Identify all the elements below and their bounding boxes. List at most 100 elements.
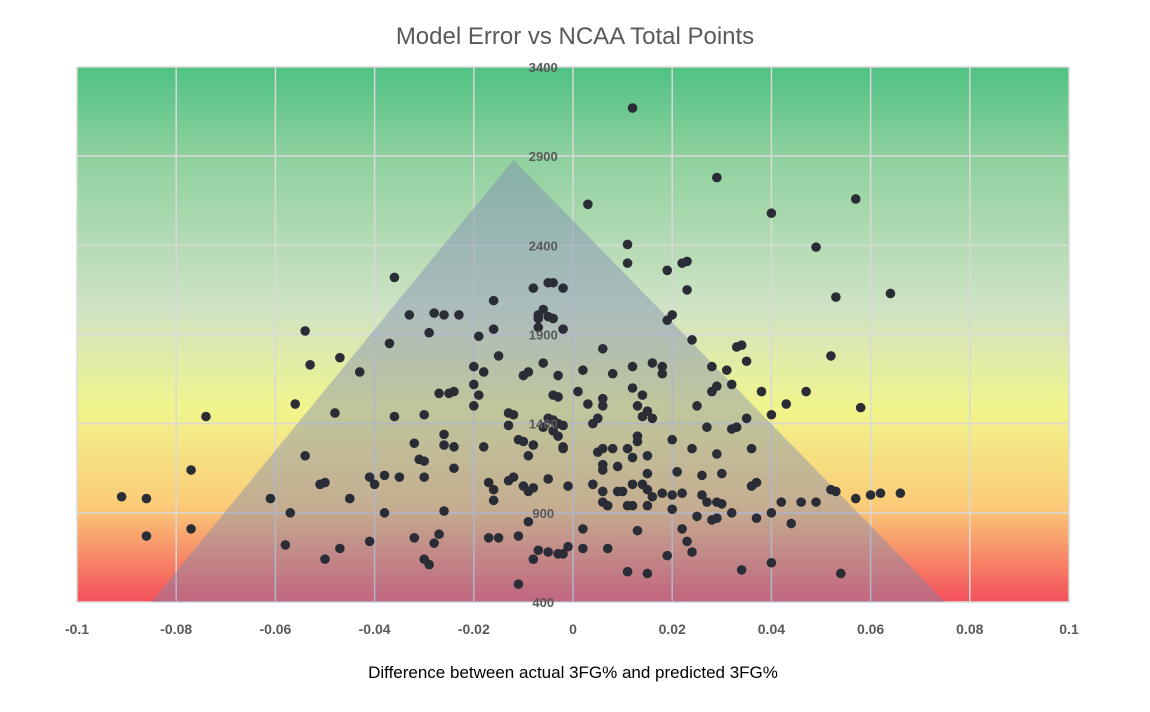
data-point-36 [533,322,544,333]
x-tick-label-0: -0.1 [65,621,89,637]
data-point-136 [488,484,499,495]
data-point-187 [597,486,608,497]
data-point-25 [538,304,549,315]
data-point-114 [409,438,420,449]
data-point-26 [533,313,544,324]
data-point-213 [667,434,677,445]
data-point-109 [379,470,390,481]
data-point-3 [583,199,593,210]
plot-area [76,66,1070,603]
data-point-77 [831,486,841,497]
data-point-192 [627,479,638,490]
data-point-226 [667,504,677,515]
data-point-51 [627,361,638,372]
data-point-15 [558,283,568,293]
data-point-133 [469,401,479,411]
data-point-152 [543,474,553,484]
data-point-135 [483,477,494,488]
x-tick-label-8: 0.06 [857,621,884,637]
data-point-13 [548,277,558,288]
x-tick-label-1: -0.08 [160,621,192,637]
data-point-134 [478,442,489,452]
data-point-90 [201,411,211,422]
data-point-21 [429,308,439,318]
data-points [116,103,906,589]
data-point-47 [469,379,479,390]
y-tick-labels: 400 900 1400 1900 2400 2900 3400 [529,60,558,610]
x-tick-label-6: 0.02 [659,621,686,637]
data-point-107 [364,472,375,482]
data-point-56 [707,361,717,372]
data-point-137 [488,495,499,506]
data-point-48 [597,343,608,354]
data-point-116 [419,456,430,466]
data-point-161 [558,442,568,452]
data-point-145 [528,440,539,450]
data-point-240 [632,525,643,536]
data-point-172 [578,543,588,554]
data-point-102 [320,554,330,564]
x-axis-label: Difference between actual 3FG% and predi… [368,663,778,682]
data-point-4 [766,208,777,219]
data-point-234 [677,524,687,534]
data-point-236 [687,547,697,557]
data-point-174 [513,579,524,589]
data-point-95 [186,524,196,534]
data-point-142 [503,420,514,431]
y-tick-label-1: 900 [532,506,554,521]
data-point-108 [369,479,380,490]
data-point-49 [578,365,588,375]
data-point-214 [672,467,682,477]
data-point-168 [543,547,553,557]
data-point-103 [335,543,345,554]
data-point-54 [657,368,668,379]
data-point-1 [712,172,722,183]
data-point-75 [895,488,906,499]
data-point-128 [429,538,439,548]
data-point-201 [642,406,653,416]
data-point-88 [766,557,777,568]
data-point-78 [850,493,861,504]
data-point-97 [330,408,340,418]
data-point-89 [736,565,747,575]
data-point-30 [662,315,673,326]
data-point-217 [677,488,687,499]
data-point-141 [508,409,519,420]
gridlines [76,66,1070,603]
y-tick-label-6: 3400 [529,60,558,75]
data-point-188 [607,443,618,454]
data-point-41 [493,351,504,361]
data-point-224 [717,468,727,479]
data-point-125 [449,463,459,474]
data-point-204 [642,468,653,479]
data-point-110 [394,472,405,482]
data-point-237 [662,550,673,561]
data-point-222 [697,470,707,481]
data-point-18 [831,292,841,302]
x-tick-label-3: -0.04 [359,621,391,637]
data-point-99 [265,493,276,504]
x-tick-label-10: 0.1 [1059,621,1079,637]
data-point-127 [434,529,444,540]
x-tick-labels: -0.1 -0.08 -0.06 -0.04 -0.02 0 0.02 0.04 0.06 0.0… [65,621,1079,637]
y-tick-label-5: 2900 [529,149,558,164]
data-point-203 [642,450,653,461]
data-point-119 [434,388,444,399]
data-point-163 [553,392,563,402]
data-point-191 [617,486,628,497]
data-point-35 [558,324,568,334]
data-point-178 [597,393,608,404]
data-point-200 [637,390,648,400]
data-point-71 [726,424,737,434]
data-point-23 [454,310,464,320]
data-point-176 [573,386,583,397]
data-point-218 [692,401,702,411]
y-tick-label-0: 400 [532,595,554,610]
data-point-65 [801,386,811,397]
data-point-121 [449,386,459,397]
data-point-9 [682,256,692,267]
data-point-2 [850,194,861,204]
data-point-62 [726,379,737,390]
data-point-0 [627,103,638,113]
data-point-32 [424,327,434,338]
